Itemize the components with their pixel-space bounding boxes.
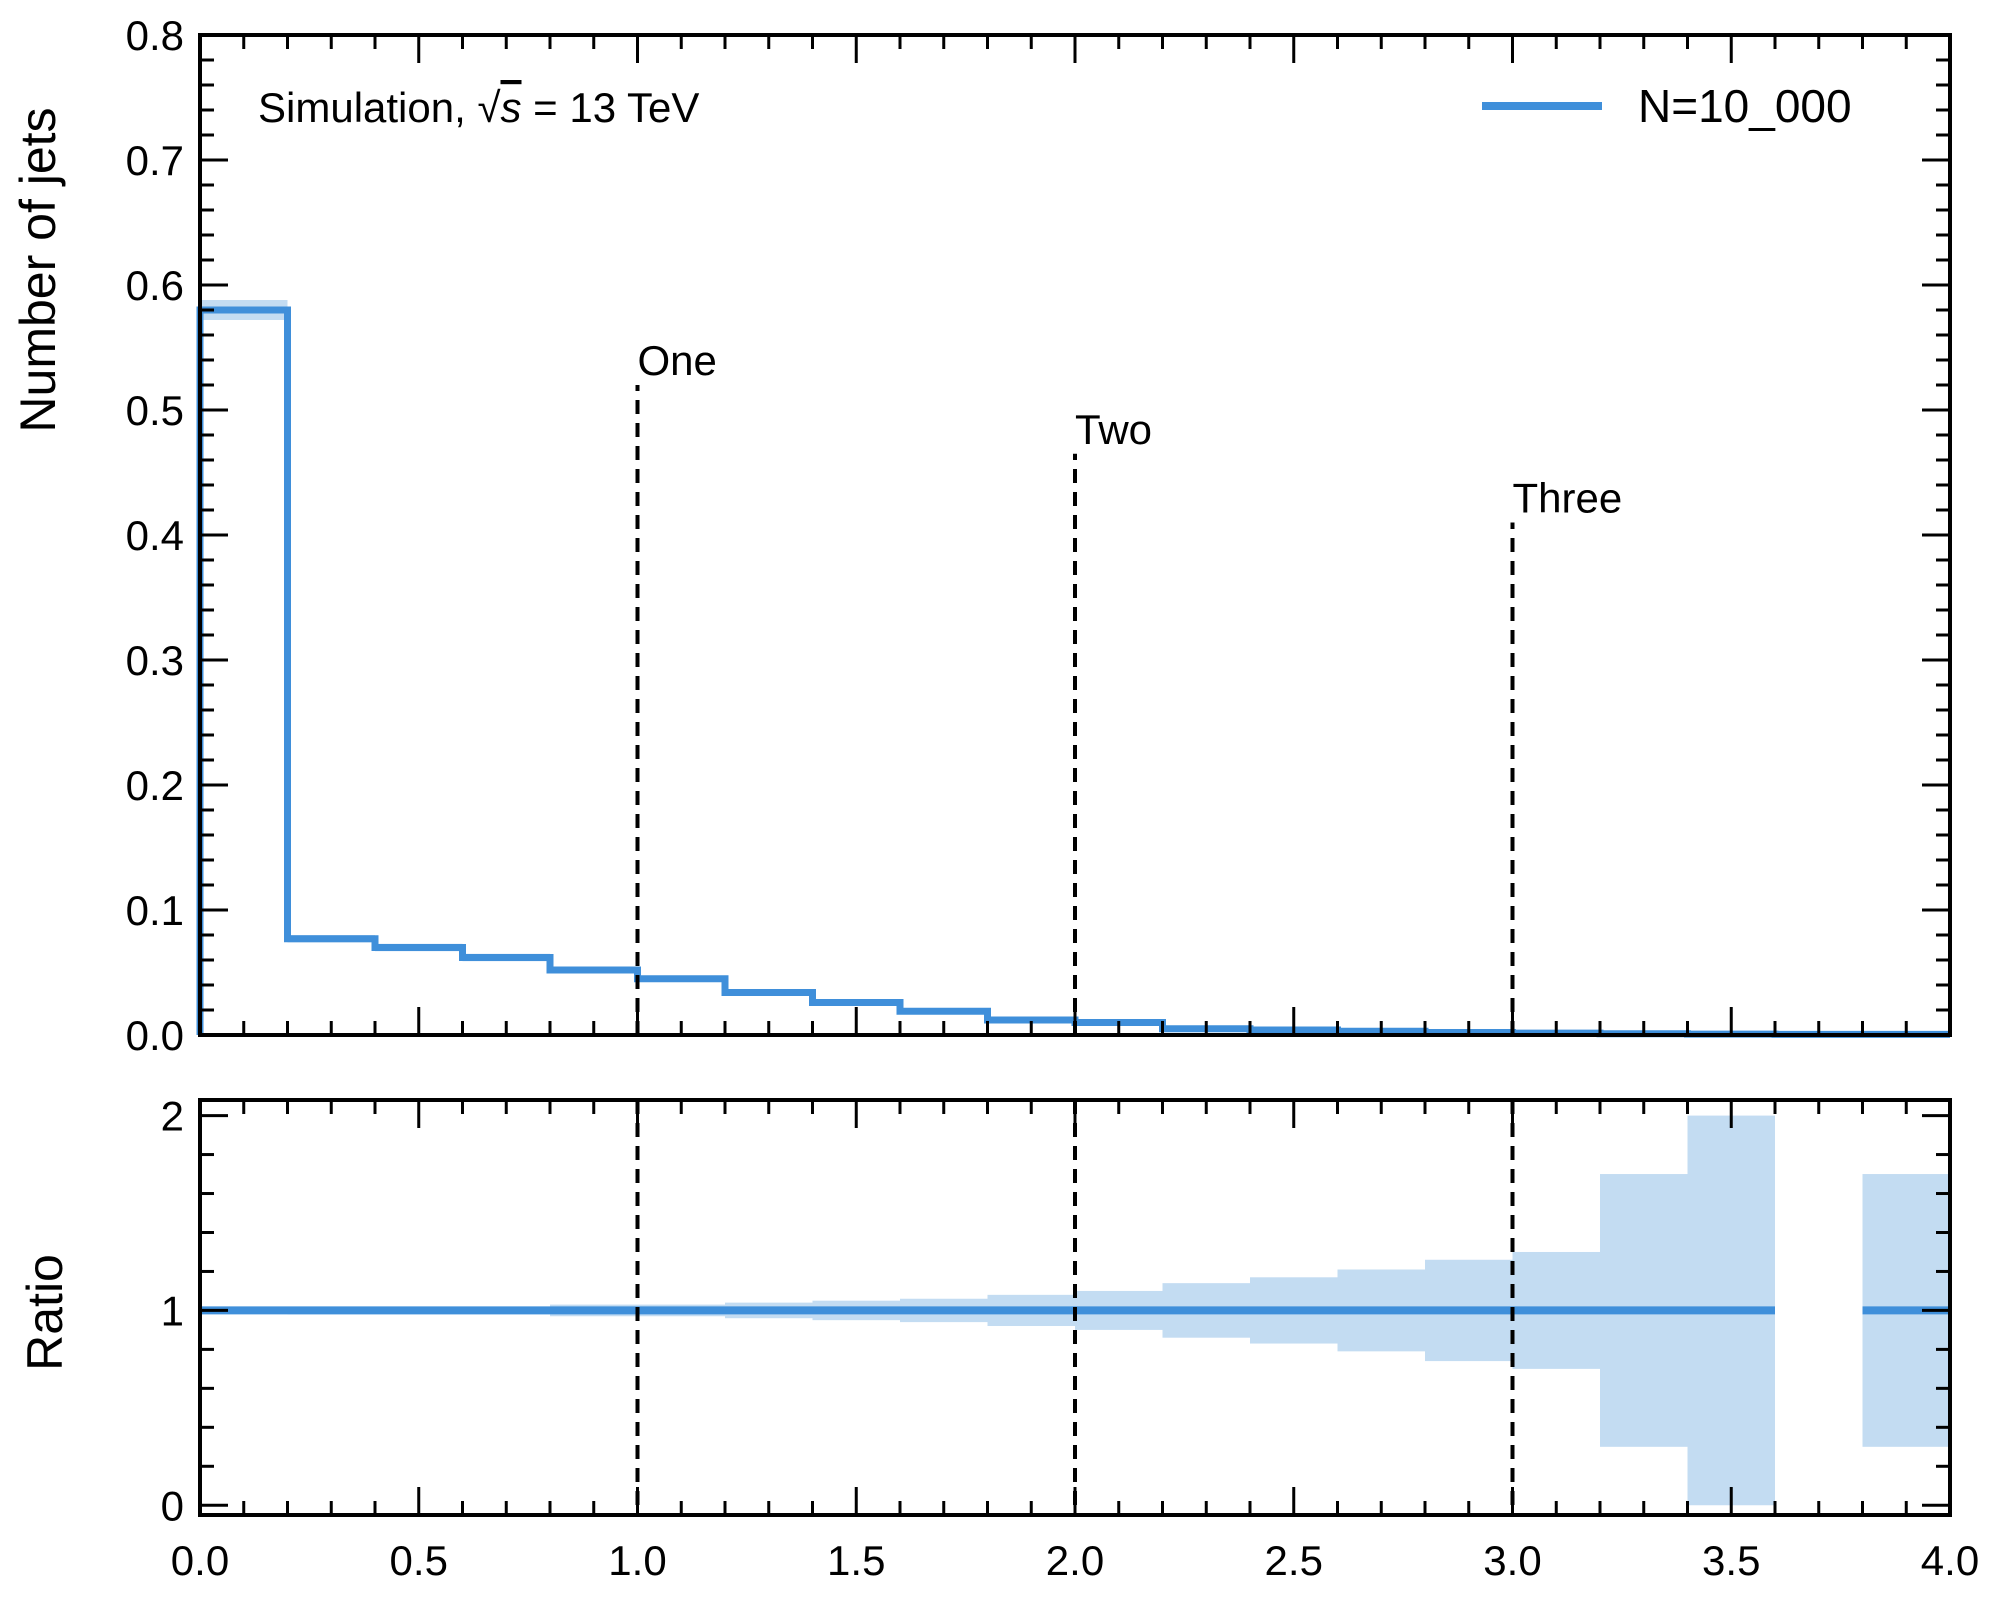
x-tick-label: 2.0 <box>1046 1537 1104 1584</box>
y-tick-label: 0.7 <box>126 137 184 184</box>
x-tick-label: 3.0 <box>1483 1537 1541 1584</box>
y-tick-label: 0.2 <box>126 762 184 809</box>
x-tick-label: 2.5 <box>1265 1537 1323 1584</box>
x-tick-label: 3.5 <box>1702 1537 1760 1584</box>
energy-label: = 13 TeV <box>522 84 700 131</box>
marker-label-one: One <box>638 337 717 384</box>
x-tick-label: 0.0 <box>171 1537 229 1584</box>
sqrt-argument: s <box>501 84 522 131</box>
ratio-y-tick-label: 0 <box>161 1482 184 1529</box>
main-panel: One Two Three 0.0 0.1 0.2 0.3 0.4 0.5 0.6 0.7 0.8 Nu… <box>10 12 1952 1059</box>
sqrt-symbol: √ <box>477 84 501 131</box>
y-tick-label: 0.8 <box>126 12 184 59</box>
ratio-y-tick-label: 2 <box>161 1093 184 1140</box>
legend-label: N=10_000 <box>1638 80 1852 132</box>
y-tick-label: 0.4 <box>126 512 184 559</box>
simulation-prefix: Simulation, <box>258 84 477 131</box>
y-axis-title: Number of jets <box>10 107 66 432</box>
marker-label-three: Three <box>1513 475 1623 522</box>
ratio-panel: 0 1 2 0.0 0.5 1.0 1.5 2.0 2.5 3.0 3.5 4.0 Ratio <box>17 1093 1979 1584</box>
x-tick-label: 4.0 <box>1921 1537 1979 1584</box>
simulation-label: Simulation, √s = 13 TeV <box>258 84 699 131</box>
x-tick-label: 0.5 <box>390 1537 448 1584</box>
marker-label-two: Two <box>1075 406 1152 453</box>
ratio-y-axis-title: Ratio <box>17 1254 73 1371</box>
y-tick-label: 0.6 <box>126 262 184 309</box>
y-tick-label: 0.0 <box>126 1012 184 1059</box>
x-tick-label: 1.0 <box>608 1537 666 1584</box>
x-tick-label: 1.5 <box>827 1537 885 1584</box>
y-tick-label: 0.1 <box>126 887 184 934</box>
ratio-y-tick-label: 1 <box>161 1287 184 1334</box>
y-tick-label: 0.3 <box>126 637 184 684</box>
y-tick-label: 0.5 <box>126 387 184 434</box>
